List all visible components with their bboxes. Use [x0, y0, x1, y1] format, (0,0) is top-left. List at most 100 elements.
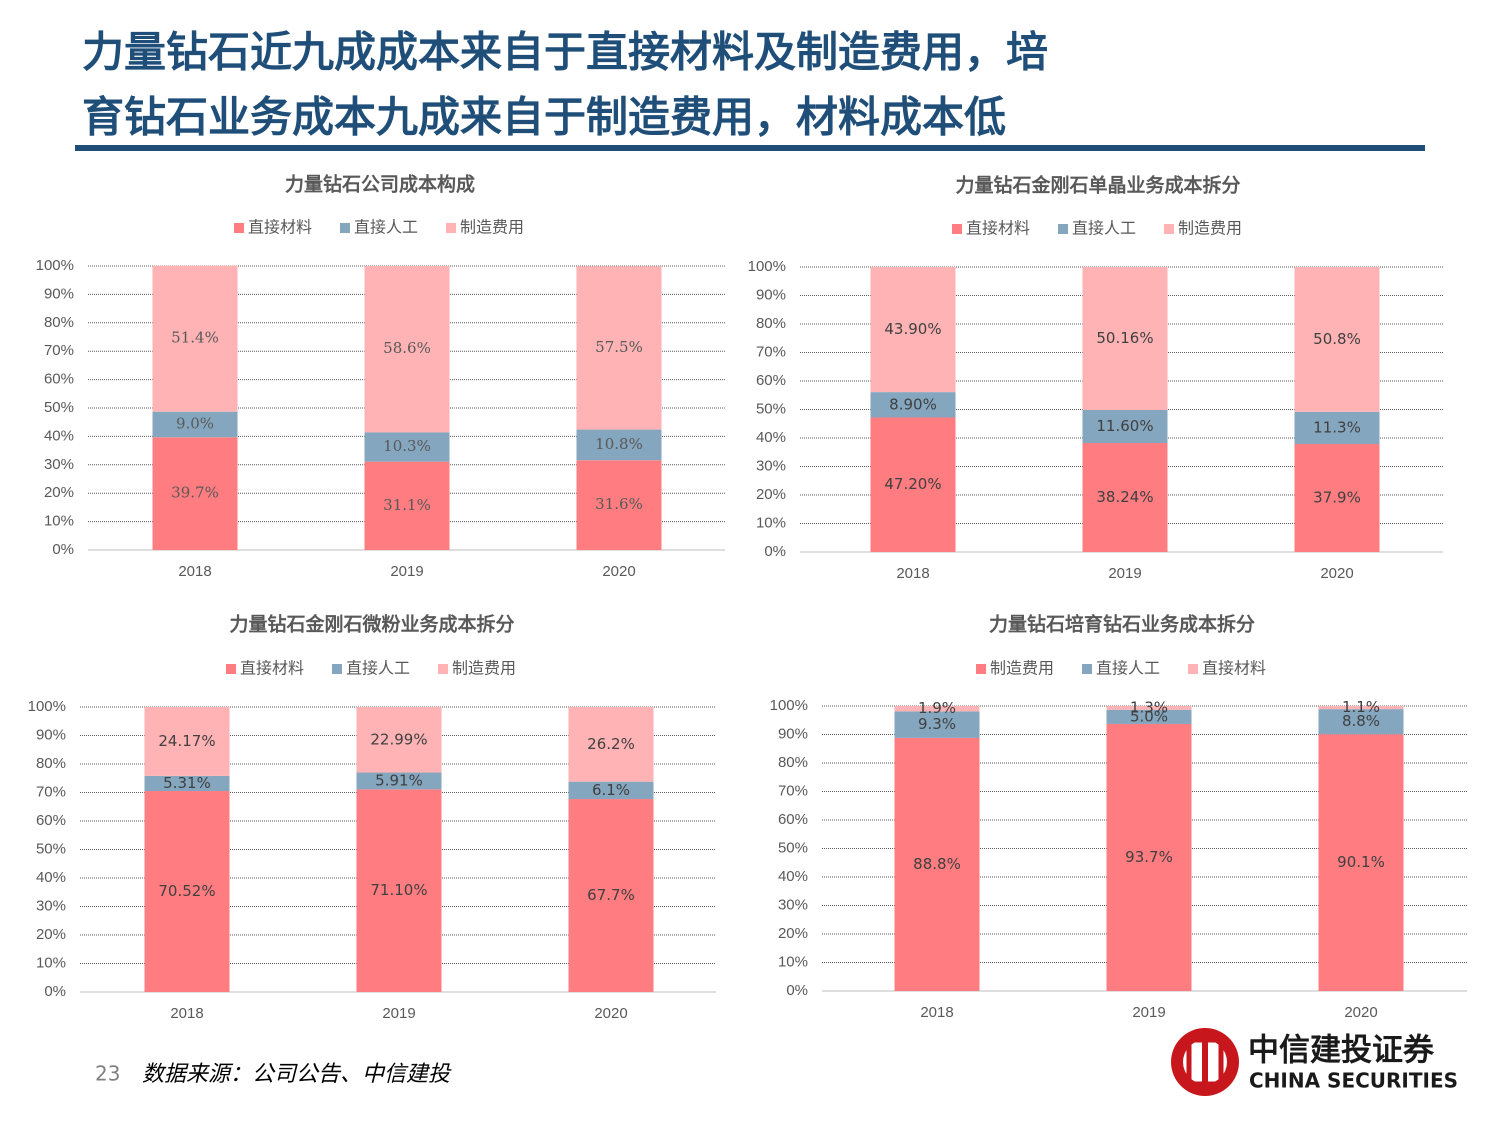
data-label: 1.1%: [1342, 698, 1380, 716]
x-tick-label: 2020: [602, 563, 635, 580]
bar-segment: [576, 429, 662, 461]
y-tick-label: 30%: [36, 897, 66, 914]
data-label: 67.7%: [587, 886, 635, 904]
y-tick-label: 80%: [36, 755, 66, 772]
bar-segment: [870, 392, 956, 418]
legend-swatch: [1164, 224, 1174, 234]
data-label: 51.4%: [171, 329, 219, 347]
data-label: 31.1%: [383, 496, 431, 514]
bar-segment: [1294, 267, 1380, 412]
x-tick-label: 2018: [920, 1004, 953, 1021]
y-tick-label: 20%: [36, 926, 66, 943]
x-tick-label: 2018: [178, 563, 211, 580]
bar-segment: [144, 707, 230, 776]
y-tick-label: 80%: [756, 315, 786, 332]
data-label: 38.24%: [1096, 488, 1153, 506]
bar-segment: [894, 711, 980, 738]
x-tick-label: 2020: [1320, 565, 1353, 582]
y-tick-label: 10%: [44, 513, 74, 530]
data-label: 10.3%: [383, 437, 431, 455]
legend-label: 制造费用: [452, 659, 516, 678]
legend-swatch: [952, 224, 962, 234]
data-label: 10.8%: [595, 435, 643, 453]
data-label: 8.90%: [889, 395, 937, 413]
bar-segment: [1082, 443, 1168, 552]
y-tick-label: 20%: [778, 925, 808, 942]
data-label: 70.52%: [158, 882, 215, 900]
y-tick-label: 30%: [44, 456, 74, 473]
y-tick-label: 0%: [52, 541, 74, 558]
page-number: 23: [95, 1062, 120, 1086]
bar-segment: [870, 417, 956, 552]
data-label: 50.16%: [1096, 329, 1153, 347]
y-tick-label: 90%: [778, 725, 808, 742]
bar-segment: [152, 265, 238, 412]
bar-segment: [568, 781, 654, 800]
y-tick-label: 70%: [36, 783, 66, 800]
y-tick-label: 50%: [756, 400, 786, 417]
bar-segment: [1106, 723, 1192, 991]
data-label: 9.3%: [918, 715, 956, 733]
x-tick-label: 2019: [382, 1005, 415, 1022]
y-tick-label: 60%: [756, 372, 786, 389]
bar-segment: [364, 461, 450, 550]
y-tick-label: 70%: [778, 782, 808, 799]
y-tick-label: 0%: [44, 983, 66, 1000]
chart-title: 力量钻石培育钻石业务成本拆分: [989, 613, 1255, 636]
y-tick-label: 20%: [44, 484, 74, 501]
y-tick-label: 60%: [44, 371, 74, 388]
y-tick-label: 0%: [764, 543, 786, 560]
legend-label: 直接人工: [1096, 659, 1160, 678]
y-tick-label: 10%: [36, 954, 66, 971]
y-tick-label: 40%: [756, 429, 786, 446]
page-title: 力量钻石近九成成本来自于直接材料及制造费用，培: [82, 28, 1048, 77]
bar-segment: [576, 460, 662, 550]
data-label: 5.91%: [375, 771, 423, 789]
y-tick-label: 30%: [778, 896, 808, 913]
legend-swatch: [446, 223, 456, 233]
logo-name-en: CHINA SECURITIES: [1249, 1069, 1458, 1093]
data-label: 5.31%: [163, 774, 211, 792]
data-label: 43.90%: [884, 320, 941, 338]
y-tick-label: 100%: [748, 258, 786, 275]
bar-segment: [1106, 706, 1192, 710]
bar-segment: [1318, 706, 1404, 710]
page-title: 育钻石业务成本九成来自于制造费用，材料成本低: [82, 93, 1006, 142]
bar-segment: [364, 266, 450, 433]
bar-segment: [1082, 409, 1168, 444]
logo-name: 中信建投证券: [1248, 1033, 1435, 1069]
data-label: 90.1%: [1337, 853, 1385, 871]
y-tick-label: 50%: [36, 840, 66, 857]
y-tick-label: 60%: [778, 811, 808, 828]
legend-swatch: [1082, 664, 1092, 674]
x-tick-label: 2019: [390, 563, 423, 580]
legend-label: 制造费用: [990, 659, 1054, 678]
data-label: 22.99%: [370, 730, 427, 748]
bar-segment: [568, 799, 654, 992]
y-tick-label: 50%: [44, 399, 74, 416]
bar-segment: [356, 772, 442, 790]
chart: 力量钻石金刚石单晶业务成本拆分 0% 10% 20% 30% 40% 50% 60% 70% 80…: [748, 174, 1443, 582]
bar-segment: [576, 266, 662, 430]
x-tick-label: 2020: [1344, 1004, 1377, 1021]
chart-title: 力量钻石公司成本构成: [285, 173, 475, 196]
bar-segment: [894, 737, 980, 991]
data-label: 39.7%: [171, 484, 219, 502]
y-tick-label: 70%: [756, 343, 786, 360]
data-label: 9.0%: [176, 414, 214, 432]
bar-segment: [364, 432, 450, 462]
bar-segment: [1294, 443, 1380, 552]
bar-segment: [144, 775, 230, 792]
bar-segment: [356, 789, 442, 992]
bar-segment: [152, 437, 238, 550]
data-label: 1.3%: [1130, 698, 1168, 716]
y-tick-label: 90%: [44, 285, 74, 302]
bar-segment: [152, 411, 238, 438]
y-tick-label: 100%: [770, 697, 808, 714]
legend-swatch: [332, 664, 342, 674]
y-tick-label: 40%: [36, 869, 66, 886]
bar-segment: [1294, 411, 1380, 444]
y-tick-label: 70%: [44, 342, 74, 359]
chart-title: 力量钻石金刚石微粉业务成本拆分: [229, 613, 514, 636]
